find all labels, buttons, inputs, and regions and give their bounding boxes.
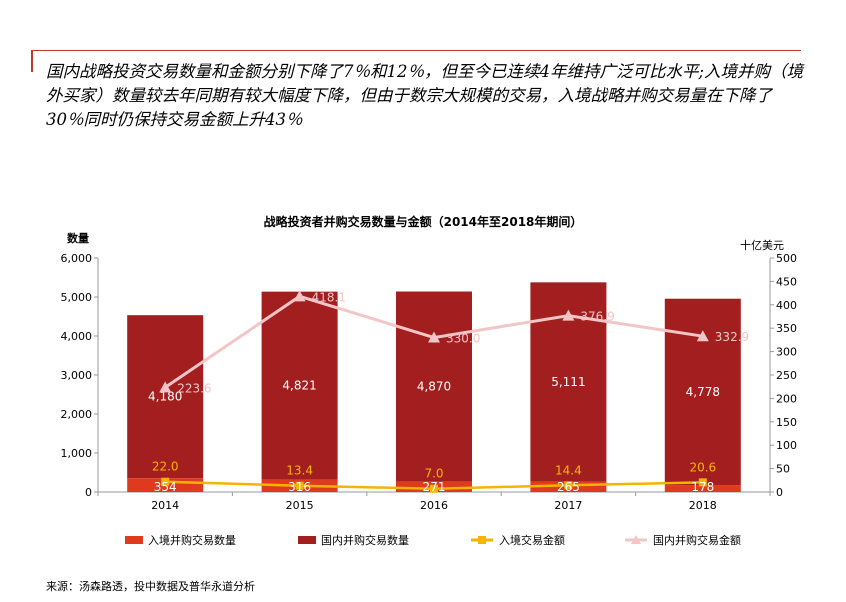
headline-text: 国内战略投资交易数量和金额分别下降了7％和12％，但至今已连续4年维持广泛可比水… [46,62,804,129]
bar-inbound-count [664,485,741,492]
bar-domestic-count [664,298,741,486]
marker-inbound-value [698,478,707,487]
y-tick-label-right: 400 [776,299,797,312]
marker-inbound-value [161,477,170,486]
legend-label: 国内并购交易金额 [653,533,741,547]
label-inbound-value: 14.4 [555,463,582,477]
x-tick-label: 2014 [151,499,179,512]
label-inbound-value: 13.4 [286,464,313,478]
y-tick-label-right: 450 [776,275,797,288]
y-axis-right-label: 十亿美元 [740,239,784,252]
legend-swatch [298,536,316,544]
label-domestic-value: 332.9 [715,330,749,344]
y-tick-label-right: 500 [776,252,797,265]
bar-domestic-count [127,315,204,479]
y-tick-label-left: 4,000 [61,330,93,343]
label-domestic-value: 376.9 [580,310,614,324]
y-tick-label-right: 150 [776,416,797,429]
label-domestic-value: 418.1 [312,290,346,304]
y-tick-label-left: 6,000 [61,252,93,265]
bar-label-inbound-count: 316 [288,480,311,494]
legend-swatch [125,536,143,544]
marker-inbound-value [564,481,573,490]
label-domestic-value: 330.0 [446,332,480,346]
bar-label-inbound-count: 271 [423,480,446,494]
bar-label-domestic-count: 4,870 [417,379,451,393]
x-tick-label: 2015 [286,499,314,512]
bar-label-domestic-count: 4,821 [282,379,316,393]
y-tick-label-left: 2,000 [61,408,93,421]
label-inbound-value: 7.0 [424,467,443,481]
y-tick-label-right: 250 [776,369,797,382]
label-inbound-value: 20.6 [689,460,716,474]
x-tick-label: 2017 [554,499,582,512]
header-accent-bar [31,50,33,72]
y-tick-label-left: 3,000 [61,369,93,382]
y-tick-label-right: 300 [776,346,797,359]
header-rule [31,50,801,51]
bar-label-inbound-count: 354 [154,480,177,494]
label-inbound-value: 22.0 [152,460,179,474]
y-axis-left-label: 数量 [67,232,89,245]
legend-label: 国内并购交易数量 [321,533,409,547]
marker-domestic-value [562,309,575,321]
marker-domestic-value [428,331,440,343]
y-tick-label-right: 200 [776,392,797,405]
legend-marker [631,535,641,544]
source-note: 来源：汤森路透，投中数据及普华永道分析 [46,580,255,593]
y-tick-label-right: 100 [776,439,797,452]
marker-inbound-value [295,481,304,490]
legend-label: 入境交易金额 [499,533,565,547]
legend-label: 入境并购交易数量 [148,533,236,547]
marker-domestic-value [159,381,172,393]
y-tick-label-right: 0 [776,486,783,499]
bar-domestic-count [396,291,472,482]
marker-domestic-value [293,290,306,302]
y-tick-label-left: 0 [85,486,92,499]
bar-label-domestic-count: 5,111 [551,375,585,389]
marker-domestic-value [696,330,709,342]
bar-label-inbound-count: 265 [557,480,580,494]
y-tick-label-left: 1,000 [61,447,93,460]
bar-domestic-count [261,291,338,480]
x-tick-label: 2018 [689,499,717,512]
y-tick-label-right: 350 [776,322,797,335]
x-tick-label: 2016 [420,499,448,512]
chart-title: 战略投资者并购交易数量与金额（2014年至2018年期间） [263,215,583,229]
bar-label-domestic-count: 4,778 [686,385,720,399]
y-tick-label-left: 5,000 [61,291,93,304]
label-domestic-value: 223.6 [177,381,211,395]
legend-marker [478,536,486,544]
y-tick-label-right: 50 [776,463,790,476]
bar-label-inbound-count: 178 [691,480,714,494]
marker-inbound-value [430,484,438,493]
bar-label-domestic-count: 4,180 [148,390,182,404]
